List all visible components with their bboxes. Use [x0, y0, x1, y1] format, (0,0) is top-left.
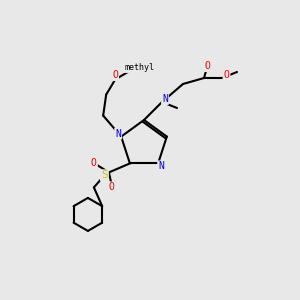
- Text: N: N: [115, 129, 121, 139]
- Text: O: O: [109, 182, 115, 192]
- Text: O: O: [112, 70, 118, 80]
- Text: N: N: [162, 94, 168, 104]
- Text: S: S: [101, 170, 108, 180]
- Text: O: O: [224, 70, 230, 80]
- Text: O: O: [91, 158, 97, 168]
- Text: O: O: [204, 61, 210, 71]
- Text: methyl: methyl: [124, 63, 154, 72]
- Text: N: N: [158, 161, 164, 171]
